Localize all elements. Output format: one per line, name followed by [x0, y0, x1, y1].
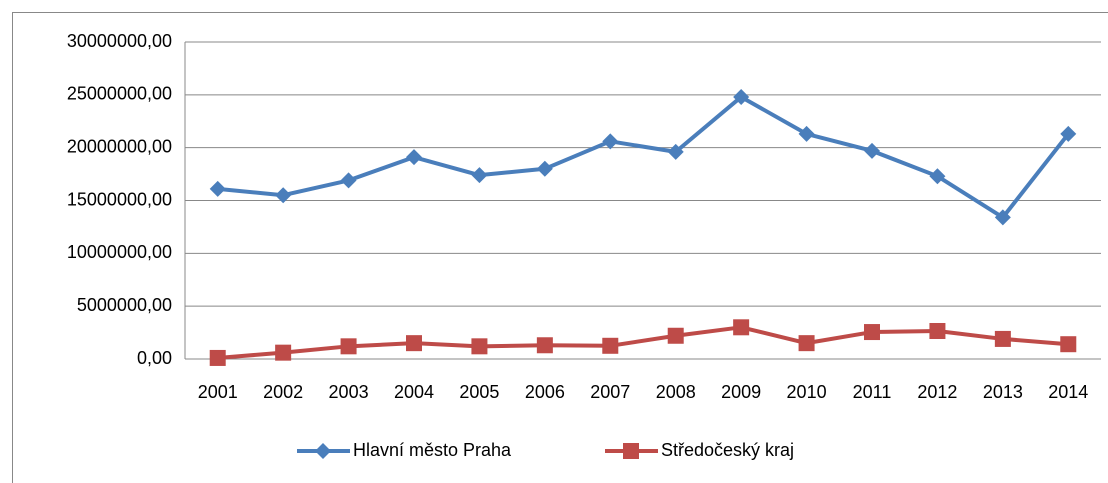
data-point	[929, 168, 946, 185]
data-point	[864, 324, 880, 341]
data-point	[471, 167, 488, 184]
x-tick-label: 2004	[394, 382, 434, 402]
y-tick-label: 5000000,00	[77, 295, 172, 315]
data-point	[667, 143, 684, 160]
data-point	[406, 335, 422, 352]
data-point	[536, 160, 553, 177]
data-point	[602, 337, 619, 354]
data-point	[275, 344, 292, 361]
x-tick-label: 2011	[853, 382, 892, 402]
data-point	[340, 338, 357, 355]
data-point	[209, 180, 226, 197]
series-line	[217, 94, 1070, 220]
data-point	[1060, 125, 1077, 142]
data-point	[275, 187, 292, 204]
x-tick-label: 2014	[1048, 382, 1088, 402]
x-tick-label: 2006	[525, 382, 565, 402]
data-point	[602, 133, 619, 150]
data-point	[340, 172, 357, 189]
x-tick-label: 2013	[983, 382, 1023, 402]
x-tick-label: 2002	[263, 382, 303, 402]
y-tick-label: 25000000,00	[67, 84, 172, 104]
legend-label: Hlavní město Praha	[353, 440, 512, 460]
y-tick-label: 20000000,00	[67, 136, 172, 156]
legend-marker	[315, 443, 331, 459]
x-tick-label: 2008	[656, 382, 696, 402]
legend-label: Středočeský kraj	[661, 440, 794, 460]
data-point	[733, 88, 750, 105]
data-point	[406, 149, 422, 166]
data-point	[1060, 336, 1077, 353]
x-tick-label: 2005	[459, 382, 499, 402]
data-point	[209, 349, 226, 366]
x-tick-label: 2010	[787, 382, 827, 402]
y-tick-label: 15000000,00	[67, 189, 172, 209]
data-point	[667, 327, 684, 344]
data-point	[471, 338, 488, 355]
series-line	[217, 325, 1069, 360]
y-tick-label: 10000000,00	[67, 242, 172, 262]
legend-marker	[623, 443, 639, 459]
data-point	[994, 209, 1011, 226]
data-point	[864, 142, 880, 159]
x-tick-label: 2012	[917, 382, 957, 402]
data-point	[929, 322, 946, 339]
y-tick-label: 0,00	[137, 348, 172, 368]
y-tick-label: 30000000,00	[67, 31, 172, 51]
x-tick-label: 2007	[590, 382, 630, 402]
data-point	[733, 319, 750, 336]
data-point	[536, 337, 553, 354]
data-point	[798, 125, 815, 142]
x-tick-label: 2001	[198, 382, 238, 402]
data-point	[798, 335, 815, 352]
x-tick-label: 2003	[329, 382, 369, 402]
x-tick-label: 2009	[721, 382, 761, 402]
data-point	[994, 330, 1011, 347]
chart-frame	[12, 12, 1108, 483]
